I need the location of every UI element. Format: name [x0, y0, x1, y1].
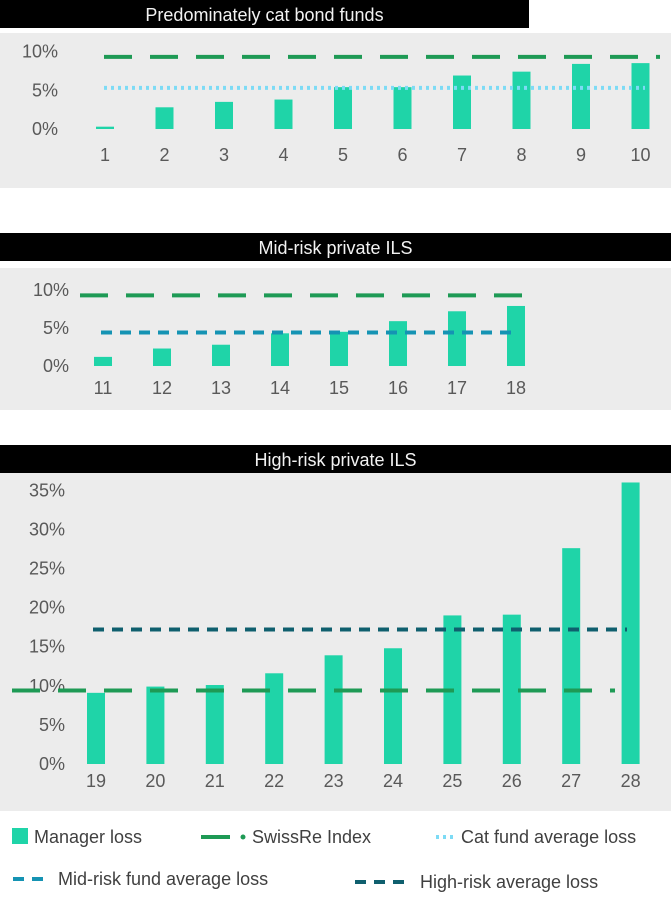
legend-manager-loss-swatch: [12, 828, 28, 844]
legend-mid-average-label: Mid-risk fund average loss: [58, 869, 268, 889]
bar-manager-loss: [324, 655, 343, 764]
bar-manager-loss: [453, 75, 471, 129]
x-tick-label: 15: [329, 378, 349, 398]
bar-manager-loss: [274, 99, 293, 129]
x-tick-label: 17: [447, 378, 467, 398]
bar-manager-loss: [205, 685, 224, 764]
bar-manager-loss: [146, 686, 165, 764]
y-tick-label: 25%: [29, 559, 65, 579]
bar-manager-loss: [96, 126, 114, 129]
x-tick-label: 18: [506, 378, 526, 398]
bar-manager-loss: [212, 344, 230, 366]
x-tick-label: 21: [205, 771, 225, 791]
y-tick-label: 15%: [29, 637, 65, 657]
x-tick-label: 10: [630, 145, 650, 165]
x-tick-label: 19: [86, 771, 106, 791]
bar-manager-loss: [384, 648, 402, 764]
x-tick-label: 3: [219, 145, 229, 165]
bar-manager-loss: [155, 107, 174, 129]
y-tick-label: 20%: [29, 598, 65, 618]
bar-manager-loss: [507, 305, 525, 366]
y-tick-label: 10%: [33, 280, 69, 300]
y-tick-label: 5%: [39, 715, 65, 735]
legend-high-average-label: High-risk average loss: [420, 872, 598, 892]
legend-swissre-marker: [240, 834, 246, 840]
x-tick-label: 16: [388, 378, 408, 398]
y-tick-label: 0%: [32, 119, 58, 139]
y-tick-label: 5%: [32, 80, 58, 100]
y-tick-label: 0%: [39, 754, 65, 774]
x-tick-label: 5: [338, 145, 348, 165]
x-tick-label: 24: [383, 771, 403, 791]
bar-manager-loss: [631, 63, 650, 129]
x-tick-label: 27: [561, 771, 581, 791]
bar-manager-loss: [621, 482, 640, 764]
x-tick-label: 4: [278, 145, 288, 165]
bar-manager-loss: [562, 548, 581, 764]
y-tick-label: 35%: [29, 480, 65, 500]
x-tick-label: 11: [94, 378, 113, 398]
bar-manager-loss: [153, 348, 171, 366]
chart-1-svg: 0% 5% 10% 1 2 3 4 5 6 7 8 9 10: [22, 42, 660, 165]
x-tick-label: 7: [457, 145, 467, 165]
bar-manager-loss: [330, 331, 348, 366]
x-tick-label: 26: [502, 771, 522, 791]
y-tick-label: 10%: [22, 42, 58, 62]
x-tick-label: 22: [264, 771, 284, 791]
chart-1-title: Predominately cat bond funds: [0, 0, 529, 28]
bar-manager-loss: [502, 614, 521, 764]
bar-manager-loss: [94, 356, 112, 366]
bar-manager-loss: [265, 673, 284, 764]
chart-3-svg: 0%5%10%15%20%25%30%35%19 20 21 22 23 24 25 26 27…: [12, 480, 641, 791]
x-tick-label: 9: [576, 145, 586, 165]
chart-2-svg: 0% 5% 10% 11 12 13 14 15 16 17 18: [33, 280, 530, 398]
x-tick-label: 1: [100, 145, 110, 165]
bar-manager-loss: [393, 87, 412, 129]
x-tick-label: 20: [145, 771, 165, 791]
x-tick-label: 6: [397, 145, 407, 165]
chart-3-title: High-risk private ILS: [0, 445, 671, 473]
x-tick-label: 23: [324, 771, 344, 791]
x-tick-label: 13: [211, 378, 231, 398]
y-tick-label: 5%: [43, 318, 69, 338]
legend-swissre-label: SwissRe Index: [252, 827, 371, 847]
y-tick-label: 30%: [29, 519, 65, 539]
x-tick-label: 25: [442, 771, 462, 791]
bar-manager-loss: [572, 63, 590, 129]
x-tick-label: 12: [152, 378, 172, 398]
bar-manager-loss: [448, 311, 466, 366]
bar-manager-loss: [271, 333, 289, 366]
y-tick-label: 0%: [43, 356, 69, 376]
bar-manager-loss: [215, 101, 233, 129]
x-tick-label: 14: [270, 378, 290, 398]
legend-cat-average-label: Cat fund average loss: [461, 827, 636, 847]
x-tick-label: 8: [516, 145, 526, 165]
chart-2-title: Mid-risk private ILS: [0, 233, 671, 261]
bar-manager-loss: [87, 692, 105, 764]
legend-manager-loss-label: Manager loss: [34, 827, 142, 847]
x-tick-label: 28: [621, 771, 641, 791]
x-tick-label: 2: [159, 145, 169, 165]
bar-manager-loss: [334, 87, 352, 129]
